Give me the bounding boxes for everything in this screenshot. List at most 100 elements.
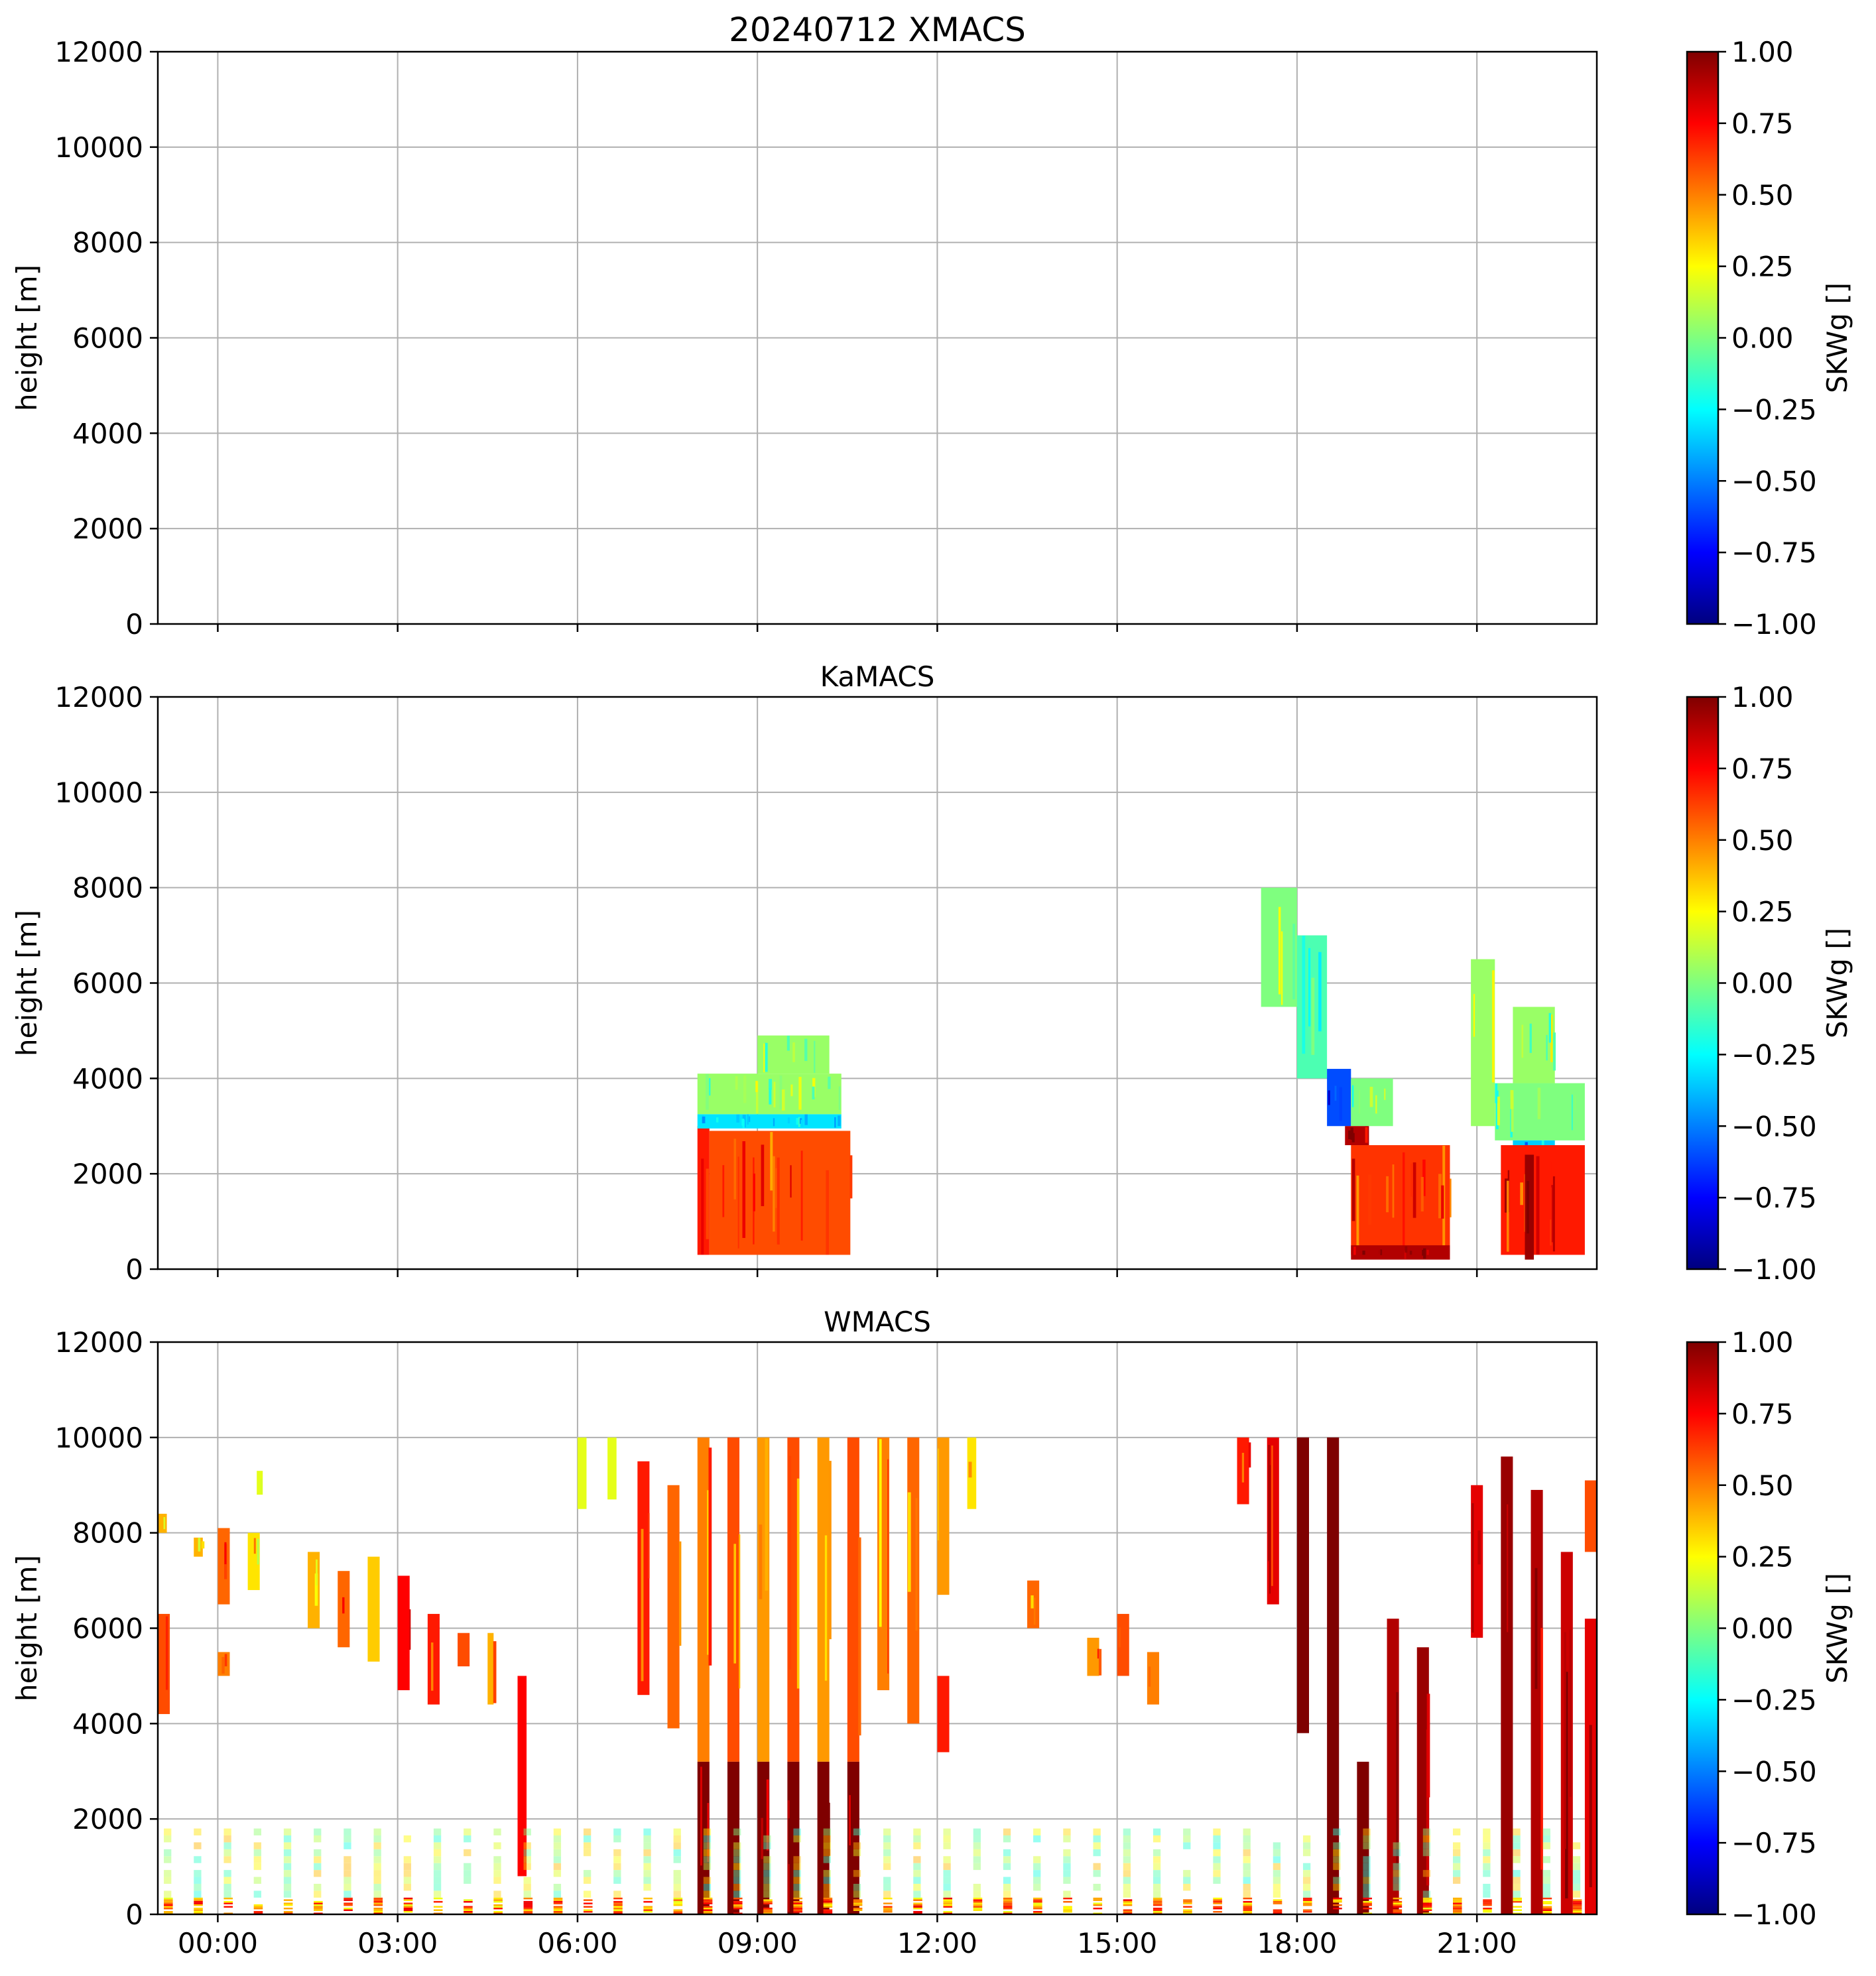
y-tick-label: 0 (125, 1253, 143, 1286)
data-streak (1505, 1178, 1508, 1213)
data-cell (523, 1842, 531, 1849)
data-cell (164, 1828, 172, 1835)
data-cell (1243, 1907, 1253, 1910)
data-streak (702, 1116, 706, 1124)
data-region (697, 1761, 710, 1914)
data-cell (1513, 1883, 1521, 1891)
data-region (907, 1437, 920, 1724)
data-cell (553, 1900, 563, 1903)
data-cell (493, 1877, 501, 1884)
data-streak (787, 1117, 790, 1124)
data-streak (779, 1075, 782, 1109)
data-cell (1542, 1906, 1552, 1908)
data-streak (733, 1139, 737, 1200)
data-cell (1513, 1909, 1522, 1911)
data-streak (828, 1802, 830, 1856)
data-region (338, 1571, 350, 1648)
data-cell (1422, 1909, 1432, 1911)
data-cell (1302, 1902, 1312, 1904)
data-cell (973, 1842, 981, 1849)
data-cell (344, 1897, 353, 1900)
data-streak (1409, 1251, 1412, 1255)
data-cell (1063, 1897, 1072, 1900)
data-cell (1393, 1863, 1401, 1871)
data-region (1296, 935, 1328, 1079)
data-cell (643, 1900, 653, 1903)
data-cell (1572, 1900, 1582, 1903)
data-cell (913, 1899, 922, 1901)
data-cell (433, 1909, 443, 1911)
data-cell (733, 1912, 743, 1914)
data-cell (1513, 1856, 1521, 1863)
data-cell (733, 1904, 743, 1906)
data-cell (223, 1900, 233, 1903)
data-cell (283, 1910, 293, 1913)
data-cell (1093, 1912, 1103, 1914)
data-cell (344, 1899, 353, 1901)
data-cell (1183, 1877, 1191, 1884)
data-cell (373, 1899, 383, 1901)
data-streak (826, 1170, 829, 1255)
data-streak (260, 1479, 263, 1494)
data-cell (763, 1910, 773, 1913)
data-cell (1063, 1890, 1071, 1898)
data-streak (763, 1043, 765, 1073)
data-cell (733, 1842, 741, 1849)
data-cell (1302, 1897, 1312, 1900)
data-streak (1330, 1587, 1333, 1694)
data-region (757, 1035, 830, 1074)
data-streak (1278, 906, 1281, 995)
data-cell (709, 1131, 851, 1255)
data-cell (823, 1828, 831, 1835)
data-streak (1318, 952, 1322, 1032)
data-streak (1495, 1083, 1498, 1103)
data-cell (913, 1883, 921, 1891)
data-cell (943, 1870, 951, 1877)
data-streak (1525, 1142, 1528, 1148)
data-region (967, 1437, 977, 1509)
panel-wmacs: 0 2000 4000 6000 8000 10000 12000 height [m] 00:… (11, 1306, 1853, 1959)
data-cell (613, 1835, 621, 1843)
data-region (937, 1437, 950, 1595)
data-cell (697, 1437, 710, 1762)
data-cell (194, 1828, 202, 1835)
data-streak (1497, 1096, 1500, 1126)
data-cell (344, 1904, 353, 1906)
data-region (709, 1131, 853, 1255)
data-cell (1003, 1890, 1011, 1898)
data-cell (1572, 1870, 1581, 1877)
data-streak (1410, 1163, 1413, 1197)
data-cell (1393, 1883, 1401, 1891)
data-cell (1333, 1907, 1342, 1910)
data-cell (1333, 1899, 1342, 1901)
x-axis (217, 1269, 1478, 1277)
data-cell (613, 1863, 621, 1871)
data-streak (1412, 1162, 1416, 1218)
data-cell (493, 1906, 503, 1908)
y-axis: 0 2000 4000 6000 8000 10000 12000 height [m] (11, 1326, 158, 1931)
data-cell (1183, 1870, 1191, 1877)
data-cell (943, 1856, 951, 1863)
data-cell (373, 1902, 383, 1904)
data-streak (1031, 1595, 1034, 1609)
data-streak (849, 1155, 853, 1199)
data-cell (583, 1909, 593, 1911)
data-cell (1393, 1897, 1403, 1900)
data-cell (763, 1870, 771, 1877)
data-cell (1033, 1912, 1042, 1914)
data-cell (464, 1907, 473, 1910)
data-cell (433, 1890, 442, 1898)
data-cell (913, 1842, 921, 1849)
x-tick-label: 18:00 (1257, 1927, 1337, 1959)
data-region (727, 1437, 741, 1762)
data-cell (1033, 1906, 1042, 1908)
data-cell (283, 1907, 293, 1910)
data-cell (1273, 1877, 1281, 1884)
data-cell (1513, 1828, 1521, 1835)
data-cell (158, 1613, 170, 1714)
data-cell (194, 1870, 202, 1877)
data-cell (1513, 1849, 1521, 1857)
data-region (517, 1676, 527, 1877)
data-cell (403, 1835, 412, 1843)
data-streak (782, 1089, 785, 1111)
